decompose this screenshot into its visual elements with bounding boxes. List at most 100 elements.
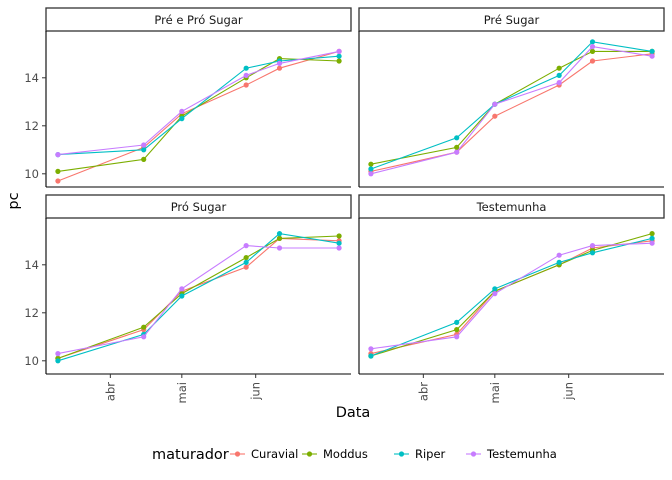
panel-1: Pré e Pró Sugar 10 12 14 — [24, 7, 352, 188]
data-point — [336, 240, 342, 246]
data-point — [454, 144, 460, 150]
series-line — [57, 245, 340, 355]
series-testemunha — [55, 243, 342, 357]
series-line — [370, 46, 653, 175]
legend-key-point — [306, 451, 313, 457]
data-point — [368, 346, 374, 352]
series-riper — [368, 235, 655, 359]
data-point — [492, 286, 498, 292]
series-line — [370, 237, 653, 357]
data-point — [243, 72, 249, 78]
data-point — [55, 178, 61, 184]
data-point — [243, 259, 249, 265]
series-line — [370, 41, 653, 170]
series-moddus — [55, 233, 342, 361]
series-line — [57, 235, 340, 359]
series-line — [57, 50, 340, 182]
facet-strip — [45, 7, 352, 32]
series-line — [57, 237, 340, 359]
panel-4: Testemunha abr mai jun — [358, 194, 665, 403]
data-point — [243, 255, 249, 261]
data-point — [243, 243, 249, 249]
series-curavial — [368, 238, 655, 357]
series-testemunha — [55, 48, 342, 158]
facet-title: Pré Sugar — [484, 13, 540, 27]
data-point — [179, 108, 185, 114]
legend-label: Curavial — [251, 447, 298, 461]
data-point — [649, 240, 655, 246]
data-point — [336, 245, 342, 251]
y-tick-label: 12 — [24, 119, 39, 133]
legend-item-testemunha: Testemunha — [466, 447, 557, 461]
data-point — [556, 80, 562, 86]
data-point — [589, 44, 596, 50]
legend-key-point — [470, 451, 477, 457]
series-curavial — [368, 51, 655, 174]
data-point — [55, 358, 61, 364]
legend-key-point — [234, 451, 241, 457]
data-point — [336, 233, 342, 239]
series-line — [370, 50, 653, 165]
data-point — [649, 53, 655, 59]
data-point — [336, 48, 342, 55]
data-point — [589, 58, 596, 64]
series-line — [57, 58, 340, 172]
series-testemunha — [368, 240, 655, 352]
legend-label: Riper — [415, 447, 446, 461]
legend: maturador Curavial Moddus Riper Testemunha — [152, 447, 557, 463]
data-point — [556, 72, 562, 78]
data-point — [492, 101, 498, 107]
data-point — [243, 264, 249, 270]
data-point — [492, 291, 498, 297]
legend-key-point — [398, 451, 405, 457]
data-point — [589, 39, 596, 45]
data-point — [368, 161, 374, 167]
data-point — [368, 171, 374, 177]
data-point — [649, 231, 655, 237]
facet-strip — [45, 194, 352, 219]
series-curavial — [55, 48, 342, 184]
series-line — [370, 240, 653, 355]
x-tick-label: jun — [249, 382, 263, 401]
data-point — [368, 353, 374, 359]
panels: Pré e Pró Sugar 10 12 14 Pré Sugar Pró Sugar 1… — [24, 7, 665, 403]
data-point — [276, 245, 283, 251]
data-point — [141, 324, 147, 330]
data-point — [454, 135, 460, 141]
y-tick-label: 12 — [24, 306, 39, 320]
series-line — [57, 55, 340, 156]
data-point — [589, 243, 596, 249]
data-point — [141, 142, 147, 148]
data-point — [55, 168, 61, 174]
data-point — [141, 334, 147, 340]
data-point — [243, 82, 249, 88]
legend-item-riper: Riper — [394, 447, 446, 461]
data-point — [179, 293, 185, 299]
data-point — [55, 152, 61, 158]
data-point — [276, 65, 283, 71]
x-tick-label: jun — [562, 382, 576, 401]
facet-strip — [358, 7, 665, 32]
x-tick-label: mai — [175, 382, 189, 403]
data-point — [649, 235, 655, 241]
data-point — [589, 250, 596, 256]
x-tick-label: abr — [103, 382, 117, 401]
data-point — [454, 327, 460, 333]
facet-strip — [358, 194, 665, 219]
data-point — [492, 113, 498, 119]
data-point — [556, 259, 562, 265]
data-point — [179, 116, 185, 122]
facet-title: Pró Sugar — [171, 200, 227, 214]
data-point — [276, 235, 283, 241]
y-tick-label: 14 — [24, 258, 39, 272]
series-line — [370, 242, 653, 350]
series-line — [57, 233, 340, 362]
legend-title: maturador — [152, 447, 229, 463]
data-point — [141, 147, 147, 153]
data-point — [55, 351, 61, 357]
series-moddus — [55, 56, 342, 174]
data-point — [243, 65, 249, 71]
x-tick-label: mai — [488, 382, 502, 403]
data-point — [649, 48, 655, 55]
